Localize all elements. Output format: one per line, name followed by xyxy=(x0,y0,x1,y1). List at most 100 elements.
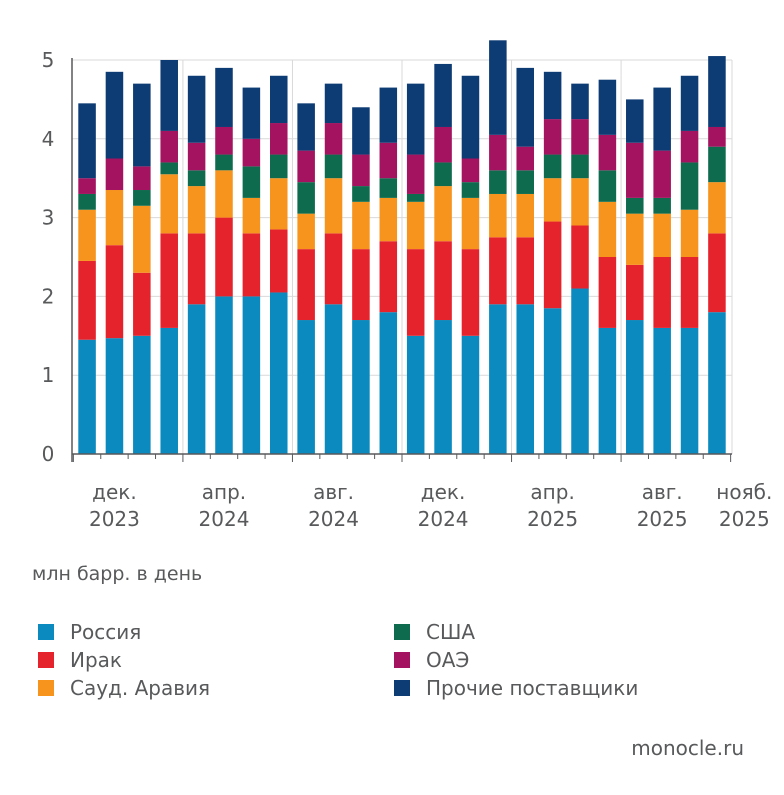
bar-segment xyxy=(242,233,261,297)
x-tick-label: авг. xyxy=(642,480,683,504)
bar-segment xyxy=(78,339,96,454)
x-tick-label: апр. xyxy=(202,480,246,504)
y-tick-label: 2 xyxy=(42,284,55,308)
bar-segment xyxy=(653,87,671,151)
bar-segment xyxy=(133,166,151,191)
bar-segment xyxy=(352,249,370,321)
bar-segment xyxy=(489,170,507,194)
bar-segment xyxy=(297,213,315,250)
bar-segment xyxy=(434,162,452,187)
bar-segment xyxy=(215,217,233,297)
bar-segment xyxy=(598,201,617,257)
bar-segment xyxy=(352,154,370,187)
bar-segment xyxy=(160,233,178,328)
legend-swatch-usa xyxy=(394,624,410,640)
bar-segment xyxy=(516,237,534,305)
bar-segment xyxy=(708,126,726,147)
source-credit: monocle.ru xyxy=(631,736,744,760)
bar-segment xyxy=(133,272,151,336)
bar-segment xyxy=(461,158,480,183)
bar-segment xyxy=(105,338,124,454)
bar-segment xyxy=(379,241,398,313)
bar-segment xyxy=(680,209,699,257)
bar-segment xyxy=(708,182,726,234)
bar-segment xyxy=(598,134,617,171)
legend-item-others: Прочие поставщики xyxy=(394,676,638,700)
bar-segment xyxy=(352,201,370,250)
bar-segment xyxy=(489,40,507,135)
bar-segment xyxy=(543,221,562,309)
legend-label-uae: ОАЭ xyxy=(426,648,470,672)
bar-segment xyxy=(571,288,589,454)
bar-segment xyxy=(297,150,315,183)
bar-segment xyxy=(708,146,726,183)
bar-segment xyxy=(516,193,534,238)
bar-segment xyxy=(489,134,507,171)
bar-segment xyxy=(379,178,398,198)
bar-segment xyxy=(270,75,288,124)
bar-segment xyxy=(653,197,671,214)
bar-segment xyxy=(187,186,206,234)
bar-segment xyxy=(160,130,178,163)
bar-segment xyxy=(78,103,96,179)
bar-segment xyxy=(270,292,288,454)
bar-segment xyxy=(598,257,617,328)
bar-segment xyxy=(133,190,151,206)
bar-segment xyxy=(297,249,315,321)
bar-segment xyxy=(434,241,452,321)
axes: 0 1 2 3 4 5 дек. 2023 апр. 2024 авг. 2024 дек. 2024 ап… xyxy=(42,48,773,531)
bar-segment xyxy=(571,225,589,289)
y-tick-label: 0 xyxy=(42,442,55,466)
legend-swatch-uae xyxy=(394,652,410,668)
bar-segment xyxy=(543,71,562,120)
bar-segment xyxy=(160,327,178,454)
bar-segment xyxy=(680,162,699,210)
x-tick-label-year: 2025 xyxy=(527,507,578,531)
bar-segment xyxy=(598,79,617,135)
x-tick-label-year: 2024 xyxy=(308,507,359,531)
x-tick-label-year: 2024 xyxy=(418,507,469,531)
legend-label-usa: США xyxy=(426,620,476,644)
bar-segment xyxy=(297,103,315,151)
bar-segment xyxy=(133,205,151,273)
bar-segment xyxy=(680,130,699,163)
bar-segment xyxy=(461,249,480,336)
bar-segment xyxy=(653,257,671,328)
bar-segment xyxy=(324,233,343,305)
bar-segment xyxy=(489,304,507,454)
x-tick-label: нояб. xyxy=(716,480,772,504)
bar-segment xyxy=(297,182,315,214)
bar-segment xyxy=(160,162,178,175)
bar-segment xyxy=(324,178,343,234)
bar-segment xyxy=(133,83,151,167)
bar-segment xyxy=(406,83,425,155)
bar-segment xyxy=(571,83,589,120)
bar-segment xyxy=(461,335,480,454)
bar-segment xyxy=(215,296,233,454)
x-tick-label-year: 2025 xyxy=(637,507,688,531)
bar-segment xyxy=(543,178,562,222)
stacked-bar-chart: 0 1 2 3 4 5 дек. 2023 апр. 2024 авг. 2024 дек. 2024 ап… xyxy=(42,40,773,531)
legend-label-iraq: Ирак xyxy=(70,648,122,672)
bar-segment xyxy=(680,257,699,328)
bar-segment xyxy=(379,312,398,454)
bar-segment xyxy=(708,233,726,313)
bar-segment xyxy=(626,264,644,321)
bar-segment xyxy=(215,170,233,218)
bar-segment xyxy=(324,304,343,454)
bar-segment xyxy=(708,56,726,127)
bar-segment xyxy=(352,186,370,202)
bar-segment xyxy=(242,166,261,198)
bar-segment xyxy=(626,99,644,143)
bar-segment xyxy=(242,296,261,454)
bar-segment xyxy=(489,193,507,238)
bar-segment xyxy=(379,142,398,179)
bar-segment xyxy=(270,123,288,155)
bar-segment xyxy=(571,119,589,155)
bar-segment xyxy=(680,327,699,454)
bar-segment xyxy=(78,178,96,194)
bar-segment xyxy=(653,150,671,198)
bar-segment xyxy=(215,154,233,171)
legend-item-saudi: Сауд. Аравия xyxy=(38,676,210,700)
bar-segment xyxy=(516,170,534,194)
